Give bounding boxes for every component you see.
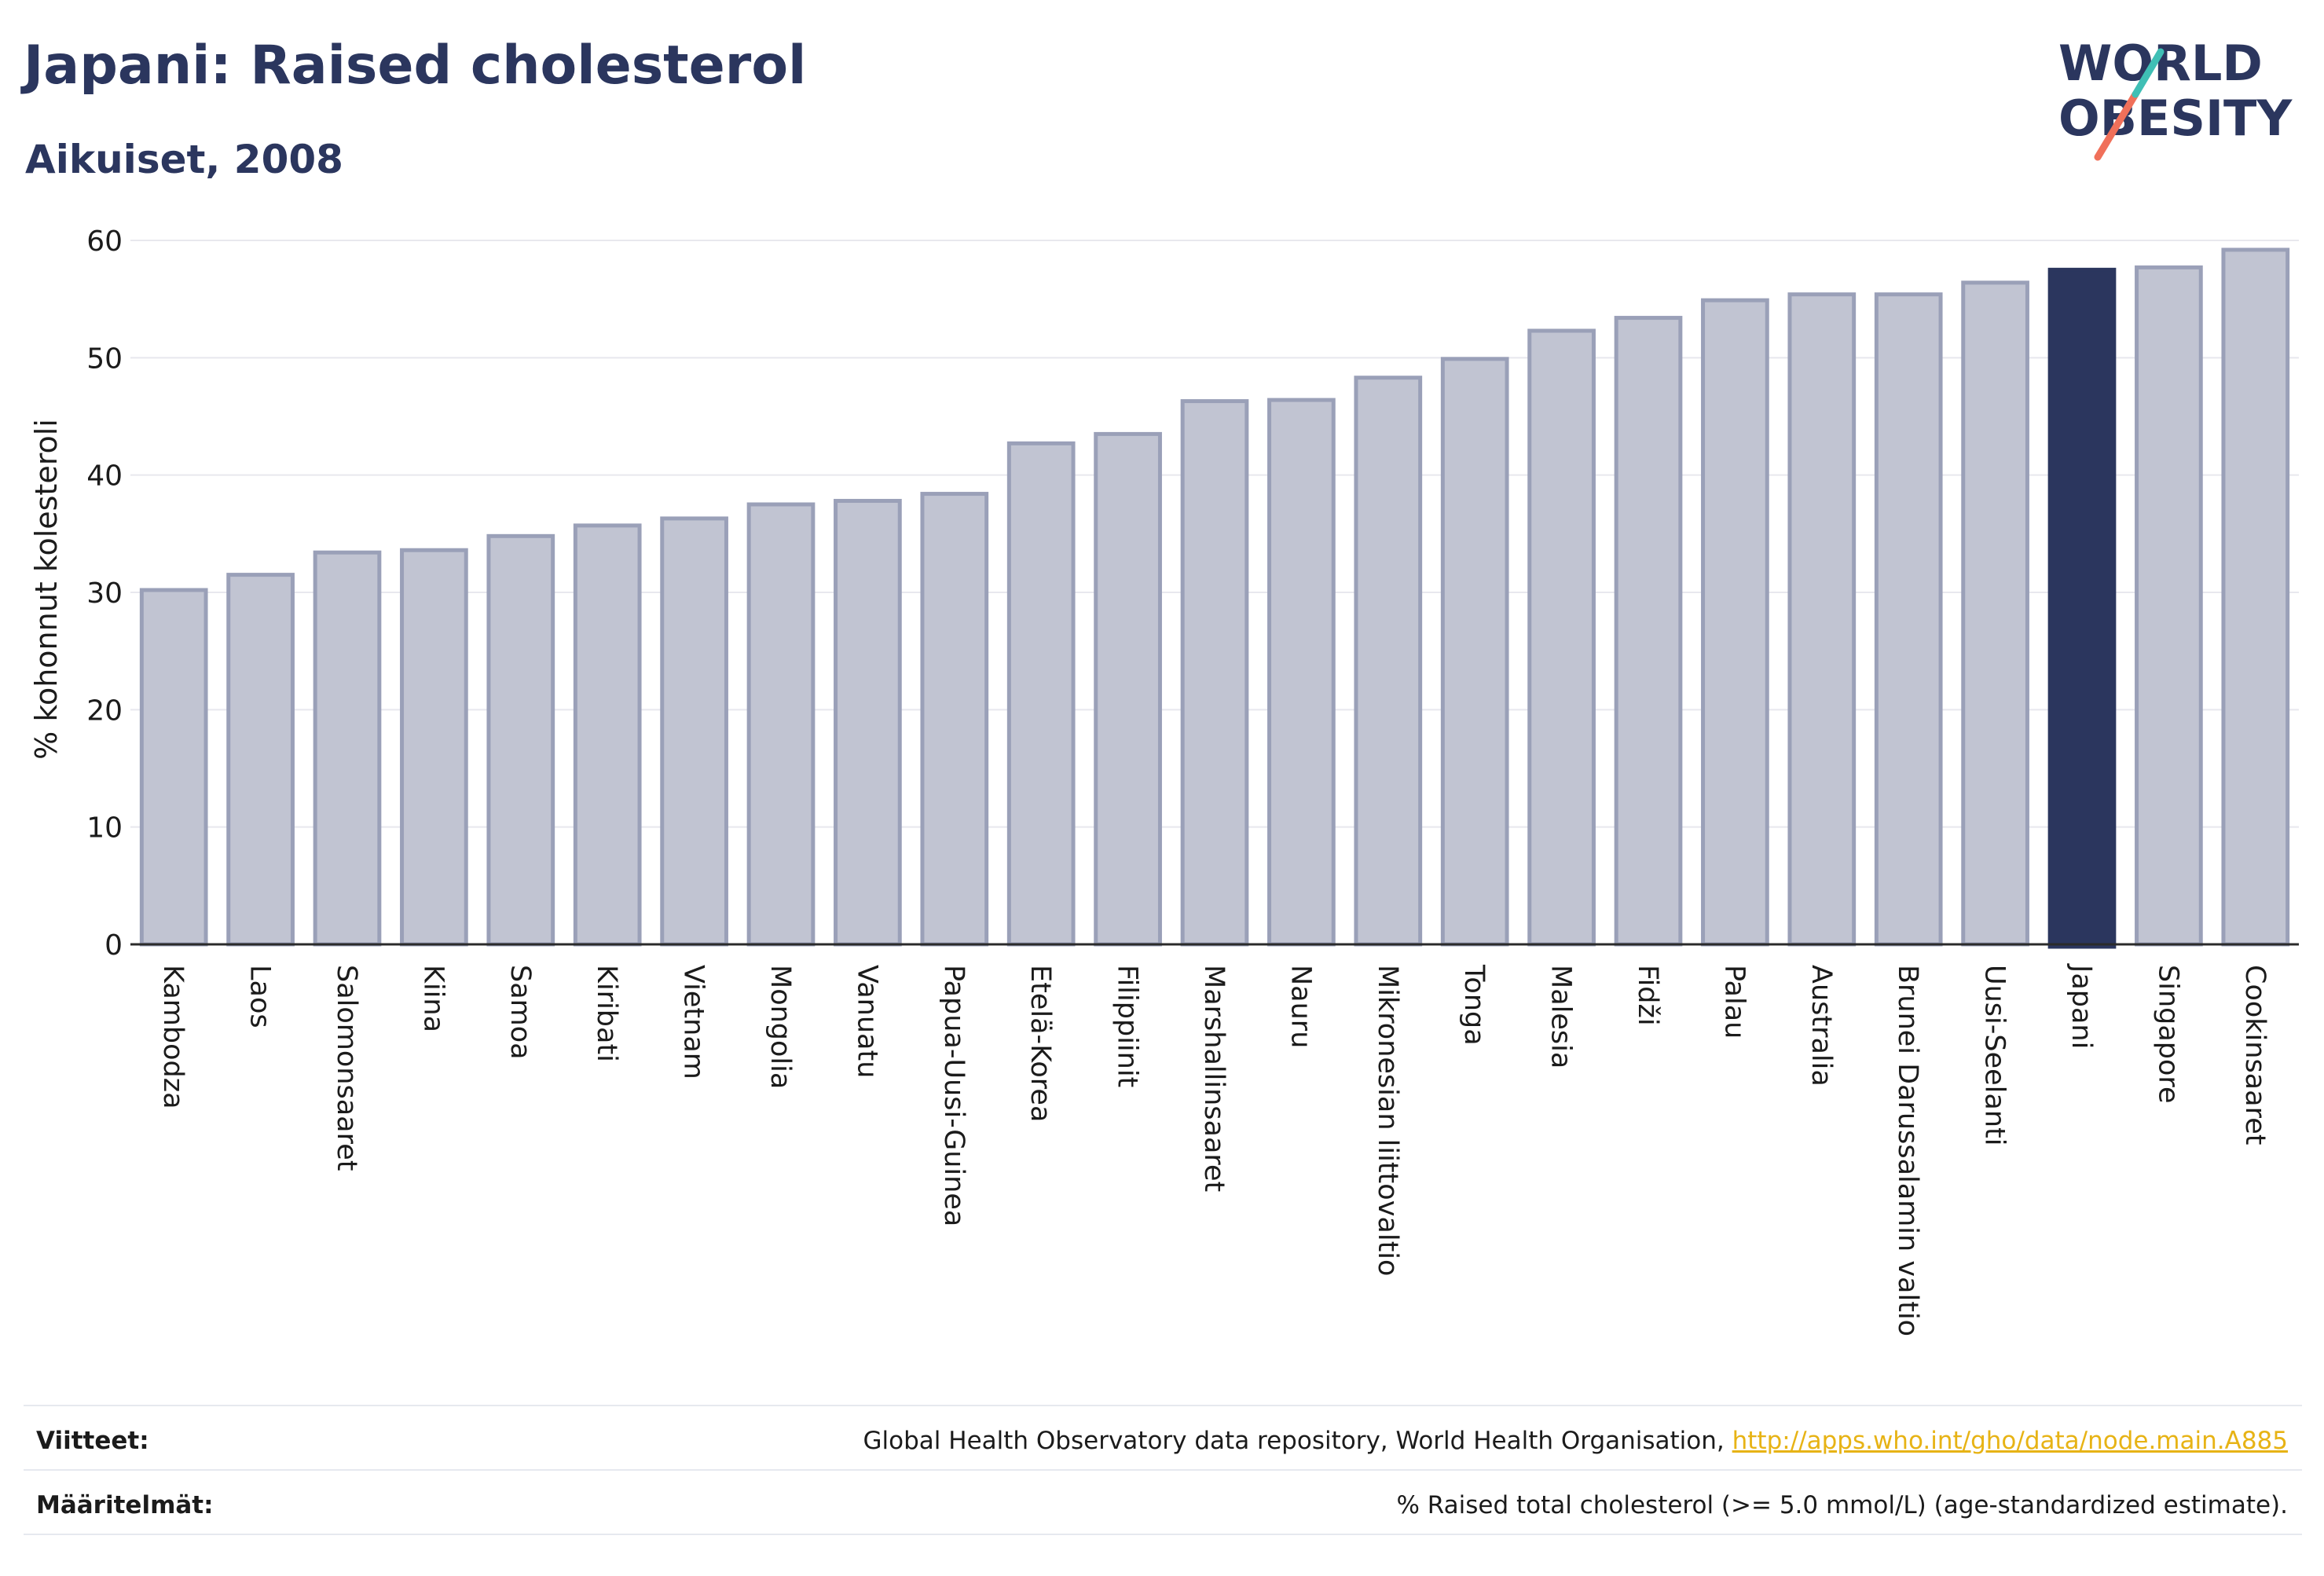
bar-etelä-korea [1006, 441, 1076, 947]
bar-filippiinit [1094, 431, 1162, 947]
definitions-text: % Raised total cholesterol (>= 5.0 mmol/… [1396, 1491, 2288, 1519]
bar-kiribati [573, 523, 642, 947]
bar-mikronesian-liittovaltio [1354, 376, 1423, 947]
bar-uusi-seelanti [1961, 280, 2029, 947]
x-tick-label: Vanuatu [851, 965, 882, 1078]
bar-australia [1787, 292, 1857, 947]
y-axis-ticks: 0 10 20 30 40 50 60 [86, 225, 123, 962]
x-tick-label: Mikronesian liittovaltio [1372, 965, 1403, 1276]
bar-tonga [1440, 357, 1509, 947]
x-tick-label: Papua-Uusi-Guinea [938, 965, 970, 1226]
bar-vanuatu [834, 499, 902, 947]
x-tick-label: Samoa [504, 965, 536, 1060]
x-tick-label: Mongolia [764, 965, 796, 1089]
bars [139, 247, 2290, 949]
x-tick-label: Uusi-Seelanti [1979, 965, 2011, 1145]
y-tick-label: 50 [86, 343, 123, 375]
definitions-label: Määritelmät: [36, 1491, 214, 1519]
x-tick-label: Tonga [1458, 964, 1490, 1046]
bar-cookinsaaret [2221, 247, 2290, 947]
bar-marshallinsaaret [1180, 399, 1249, 947]
logo-slash-teal [2132, 48, 2165, 98]
sources-text: Global Health Observatory data repositor… [863, 1427, 2288, 1455]
x-tick-label: Salomonsaaret [331, 965, 362, 1171]
y-tick-label: 20 [86, 695, 123, 727]
bar-brunei-darussalamin-valtio [1874, 292, 1943, 947]
bar-fidži [1614, 316, 1683, 947]
bar-malesia [1527, 328, 1596, 947]
bar-palau [1701, 298, 1769, 947]
x-tick-label: Japani [2066, 963, 2097, 1049]
y-tick-label: 60 [86, 225, 123, 258]
sources-description: Global Health Observatory data repositor… [863, 1427, 1732, 1455]
x-tick-label: Singapore [2152, 965, 2183, 1104]
x-tick-label: Brunei Darussalamin valtio [1892, 965, 1923, 1336]
x-tick-label: Nauru [1285, 965, 1316, 1048]
bar-japani [2047, 267, 2117, 949]
bar-vietnam [660, 516, 728, 947]
footer-divider-top [24, 1405, 2302, 1406]
bar-mongolia [746, 502, 816, 947]
sources-label: Viitteet: [36, 1427, 149, 1455]
bar-samoa [486, 533, 555, 947]
sources-link[interactable]: http://apps.who.int/gho/data/node.main.A… [1732, 1427, 2288, 1455]
bar-papua-uusi-guinea [920, 492, 989, 947]
bar-laos [226, 573, 295, 947]
y-axis-label: % kohonnut kolesteroli [29, 419, 64, 760]
page-title: Japani: Raised cholesterol [24, 35, 807, 97]
bar-kambodza [139, 588, 208, 947]
x-tick-label: Cookinsaaret [2239, 965, 2271, 1145]
x-tick-label: Vietnam [678, 965, 709, 1079]
x-tick-label: Marshallinsaaret [1198, 965, 1230, 1192]
bar-nauru [1267, 398, 1336, 947]
x-tick-label: Etelä-Korea [1025, 965, 1056, 1122]
logo-line2: OBESITY [2058, 90, 2293, 147]
x-tick-label: Laos [244, 965, 276, 1028]
bar-kiina [400, 548, 468, 947]
x-tick-label: Kiina [417, 965, 449, 1032]
x-tick-label: Malesia [1545, 965, 1577, 1068]
y-tick-label: 0 [104, 929, 123, 962]
x-tick-label: Kambodza [157, 965, 189, 1109]
x-tick-label: Filippiinit [1112, 965, 1143, 1087]
x-axis-labels: Kambodza Laos Salomonsaaret Kiina Samoa Kirib… [157, 963, 2271, 1336]
y-tick-label: 30 [86, 577, 123, 610]
footer-divider-bottom [24, 1534, 2302, 1535]
footer-divider-middle [24, 1469, 2302, 1471]
x-tick-label: Palau [1718, 965, 1750, 1039]
y-tick-label: 40 [86, 460, 123, 493]
world-obesity-logo: WORLD OBESITY [2058, 35, 2293, 161]
logo-line1: WORLD [2058, 35, 2263, 92]
x-tick-label: Fidži [1632, 965, 1663, 1026]
x-tick-label: Australia [1805, 965, 1837, 1087]
x-tick-label: Kiribati [591, 965, 622, 1062]
bar-salomonsaaret [313, 550, 382, 947]
bar-singapore [2135, 265, 2203, 947]
y-tick-label: 10 [86, 812, 123, 845]
logo-slash-coral [2094, 90, 2139, 161]
page-subtitle: Aikuiset, 2008 [25, 137, 343, 182]
